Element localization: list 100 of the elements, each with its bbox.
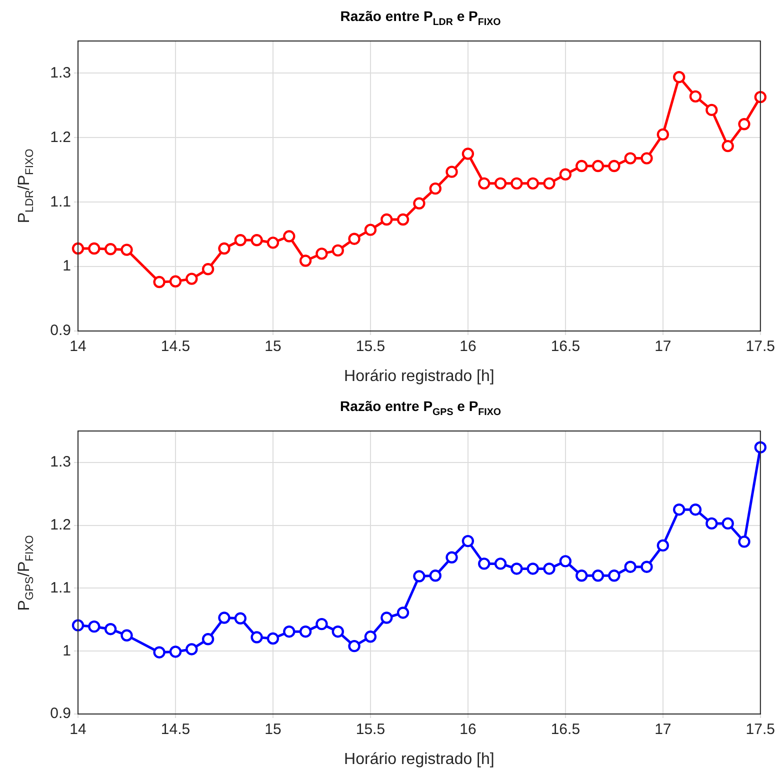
point: [706, 104, 718, 116]
point: [169, 646, 182, 658]
point: [446, 551, 458, 564]
x-axis-title: Horário registrado [h]: [344, 368, 494, 385]
point: [316, 618, 328, 630]
point: [429, 570, 442, 582]
point: [494, 177, 507, 190]
point: [722, 517, 734, 530]
point: [738, 536, 750, 548]
point: [576, 570, 588, 582]
point: [608, 160, 620, 172]
x-tick-label: 14: [70, 338, 86, 356]
point: [396, 213, 410, 226]
point: [429, 182, 442, 195]
point: [478, 177, 490, 190]
x-tick-label: 15: [264, 721, 282, 738]
point: [120, 244, 133, 256]
point: [364, 224, 377, 236]
point: [104, 623, 117, 636]
point: [526, 562, 539, 575]
point: [576, 160, 588, 172]
x-tick-label: 17.5: [746, 721, 776, 738]
point: [88, 620, 100, 633]
point: [673, 70, 686, 84]
x-tick-label: 15.5: [356, 338, 386, 356]
point: [526, 177, 539, 190]
point: [299, 626, 312, 638]
chart-title: Razão entre P$_{LDR}$ e P$_{FIXO}$: [339, 8, 502, 28]
x-tick-label: 15: [264, 338, 282, 356]
point: [186, 643, 198, 656]
point: [543, 562, 556, 575]
point: [510, 177, 523, 190]
y-tick-label: 1.3: [50, 454, 71, 471]
point: [592, 570, 604, 582]
point: [299, 254, 312, 267]
point: [234, 612, 247, 625]
point: [266, 236, 280, 249]
point: [446, 166, 458, 178]
point: [754, 90, 767, 104]
point: [478, 558, 490, 570]
point: [169, 275, 182, 288]
point: [413, 197, 426, 210]
point: [332, 244, 344, 257]
y-tick-label: 1: [62, 258, 71, 275]
x-tick-label: 16: [460, 721, 476, 738]
point: [153, 646, 166, 658]
point: [250, 234, 263, 246]
point: [510, 562, 523, 575]
point: [250, 631, 263, 644]
point: [494, 558, 507, 570]
point: [153, 276, 166, 288]
point: [559, 555, 572, 568]
point: [234, 234, 247, 246]
point: [656, 539, 670, 552]
x-tick-label: 16.5: [550, 338, 580, 356]
point: [738, 118, 750, 130]
y-tick-label: 0.9: [50, 705, 71, 722]
point: [559, 168, 572, 180]
point: [348, 232, 360, 245]
point: [283, 626, 296, 638]
point: [624, 152, 636, 164]
point: [543, 177, 556, 190]
point: [462, 148, 474, 160]
point: [218, 612, 230, 624]
point: [396, 606, 410, 619]
point: [348, 640, 360, 652]
point: [364, 630, 377, 643]
x-axis-title: Horário registrado [h]: [344, 750, 494, 768]
x-tick-label: 16.5: [550, 721, 580, 738]
point: [656, 128, 670, 141]
y-tick-label: 1.1: [50, 579, 71, 596]
y-tick-label: 1.2: [50, 516, 71, 534]
x-tick-label: 17: [654, 721, 672, 738]
point: [608, 570, 620, 582]
y-tick-label: 1.1: [50, 193, 71, 210]
point: [266, 632, 280, 645]
point: [706, 517, 718, 530]
point: [283, 230, 296, 242]
point: [218, 242, 230, 255]
point: [640, 152, 653, 164]
y-tick-label: 0.9: [50, 322, 71, 340]
y-tick-label: 1.2: [50, 128, 71, 146]
x-tick-label: 14: [70, 721, 86, 738]
point: [689, 504, 702, 516]
point: [413, 570, 426, 582]
point: [689, 90, 702, 103]
point: [754, 441, 767, 454]
point: [624, 560, 636, 573]
x-tick-label: 17: [654, 338, 672, 356]
point: [120, 629, 133, 642]
point: [640, 560, 653, 573]
point: [722, 140, 734, 152]
point: [462, 534, 474, 548]
x-tick-label: 14.5: [160, 338, 190, 356]
x-tick-label: 14.5: [160, 721, 190, 738]
x-tick-label: 16: [460, 338, 476, 356]
point: [104, 243, 117, 256]
point: [72, 619, 84, 632]
point: [316, 248, 328, 260]
point: [332, 626, 344, 638]
